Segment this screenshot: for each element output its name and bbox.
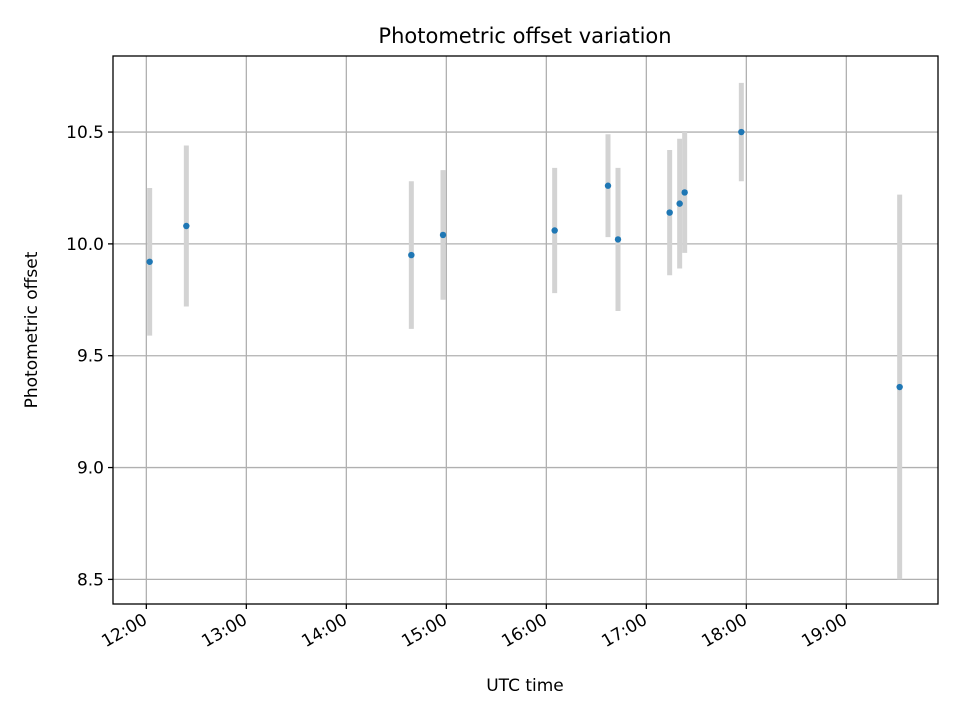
y-axis-label: Photometric offset bbox=[22, 251, 42, 408]
data-point bbox=[183, 222, 190, 230]
y-tick-label: 10.5 bbox=[66, 123, 104, 143]
x-tick-label: 17:00 bbox=[598, 610, 650, 652]
data-point bbox=[439, 231, 447, 239]
x-tick-label: 13:00 bbox=[198, 610, 250, 652]
x-tick-label: 12:00 bbox=[98, 610, 150, 652]
data-point bbox=[681, 189, 688, 196]
chart-title: Photometric offset variation bbox=[378, 24, 671, 48]
data-points bbox=[146, 128, 903, 391]
data-point bbox=[738, 128, 745, 136]
x-axis-label: UTC time bbox=[486, 676, 564, 696]
data-point bbox=[614, 236, 622, 243]
data-point bbox=[676, 200, 683, 207]
y-tick-label: 10.0 bbox=[66, 235, 104, 255]
error-bars bbox=[147, 82, 903, 580]
y-tick-label: 9.0 bbox=[77, 459, 104, 479]
y-tick-label: 8.5 bbox=[77, 570, 104, 590]
x-tick-label: 18:00 bbox=[698, 610, 750, 652]
y-tick-label: 9.5 bbox=[77, 347, 104, 367]
data-point bbox=[666, 209, 673, 216]
plot-frame bbox=[112, 55, 939, 605]
grid bbox=[113, 56, 938, 604]
x-tick-label: 16:00 bbox=[498, 610, 550, 652]
x-tick-label: 19:00 bbox=[798, 610, 850, 652]
data-point bbox=[896, 383, 903, 391]
data-point bbox=[408, 251, 415, 259]
data-point bbox=[551, 227, 558, 234]
data-point bbox=[146, 258, 153, 265]
data-point bbox=[604, 182, 612, 189]
x-tick-label: 14:00 bbox=[298, 610, 350, 652]
x-tick-label: 15:00 bbox=[398, 610, 450, 652]
